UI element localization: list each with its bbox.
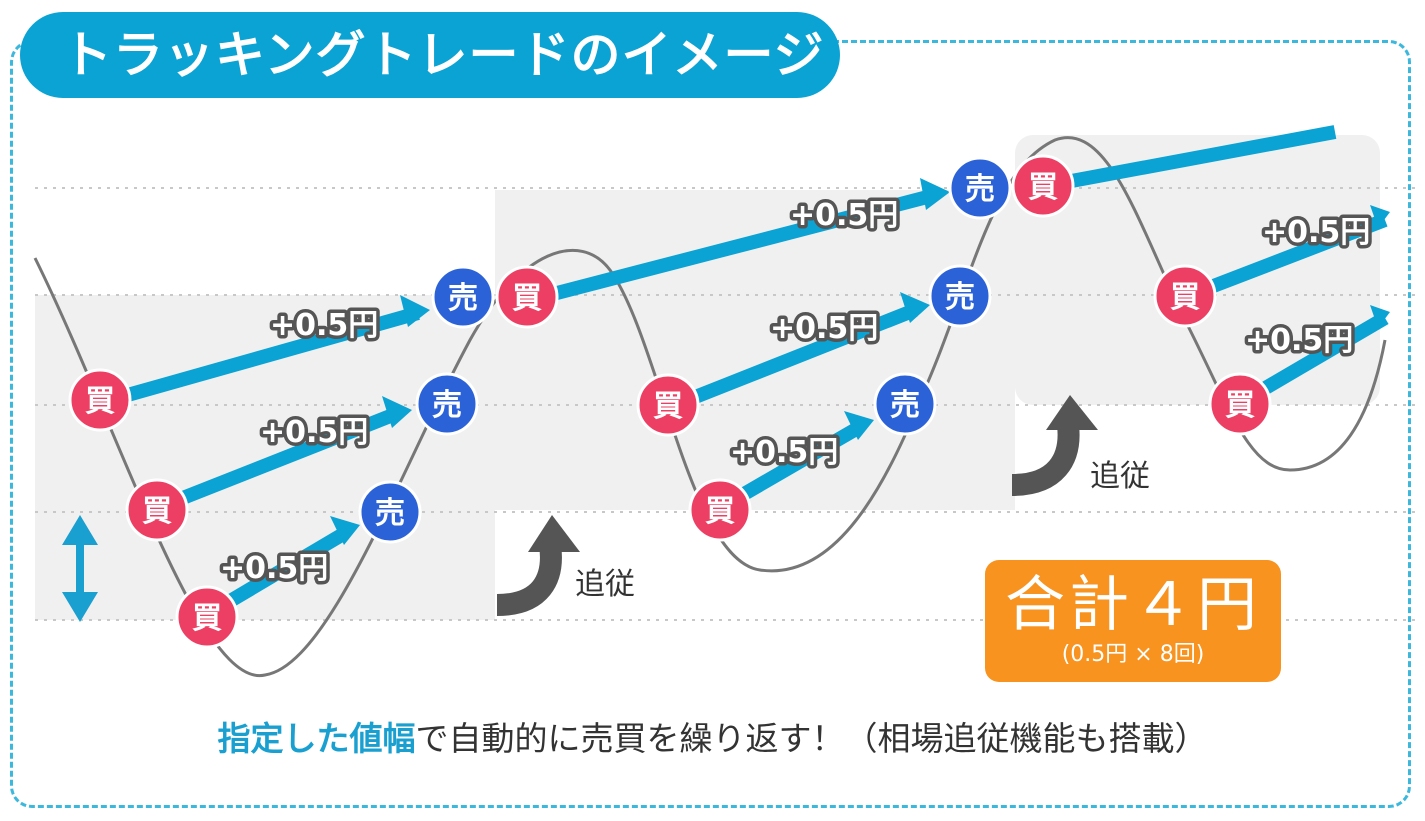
svg-text:買: 買 [705, 494, 735, 529]
arrowhead [1370, 205, 1390, 228]
arrowhead [844, 411, 874, 440]
svg-text:買: 買 [1225, 388, 1255, 423]
caption-rest: で自動的に売買を繰り返す！（相場追従機能も搭載） [415, 719, 1208, 758]
buy-marker: 買 [125, 478, 189, 542]
profit-label: +0.5円 [790, 198, 898, 233]
follow-label: 追従 [1090, 459, 1150, 494]
profit-arrow [211, 526, 349, 617]
profit-arrow [1048, 125, 1337, 192]
profit-label: +0.5円 [770, 311, 878, 346]
svg-text:売: 売 [432, 388, 462, 423]
sell-marker: 売 [948, 156, 1012, 220]
svg-text:売: 売 [965, 172, 995, 207]
profit-label: +0.5円 [730, 435, 838, 470]
profit-label: +0.5円 [260, 415, 368, 450]
profit-arrow [1241, 311, 1389, 407]
profit-label: +0.5円 [1245, 323, 1353, 358]
svg-text:売: 売 [375, 496, 405, 531]
profit-arrow [528, 188, 937, 307]
sell-marker: 売 [873, 372, 937, 436]
profit-arrow [721, 421, 862, 512]
buy-marker: 買 [688, 478, 752, 542]
title-banner: トラッキングトレードのイメージ [20, 12, 840, 98]
profit-label: +0.5円 [270, 308, 378, 343]
buy-markers: 買 買 買 買 買 買 買 買 買 [68, 154, 1272, 649]
svg-text:買: 買 [1170, 280, 1200, 315]
arrowhead [400, 295, 430, 327]
sell-marker: 売 [928, 264, 992, 328]
svg-text:買: 買 [142, 494, 172, 529]
double-arrow-icon [62, 515, 98, 622]
total-breakdown: (0.5円 × 8回) [1061, 642, 1205, 667]
profit-arrows [108, 125, 1389, 617]
buy-marker: 買 [175, 585, 239, 649]
svg-text:売: 売 [945, 280, 975, 315]
buy-marker: 買 [1011, 154, 1075, 218]
svg-text:売: 売 [448, 281, 478, 316]
arrowhead [382, 396, 412, 428]
caption-highlight-1: 指定した [217, 719, 350, 758]
arrowhead [920, 178, 950, 210]
profit-arrow [1187, 213, 1388, 302]
arrowhead [330, 516, 360, 545]
follow-arrow-icon [1011, 395, 1098, 496]
svg-text:買: 買 [512, 281, 542, 316]
sell-marker: 売 [431, 265, 495, 329]
sell-marker: 売 [415, 372, 479, 436]
price-line [33, 136, 1387, 677]
total-amount: 合計４円 [1005, 570, 1261, 640]
arrowhead [1370, 305, 1390, 328]
buy-marker: 買 [495, 265, 559, 329]
buy-marker: 買 [636, 373, 700, 437]
follow-arrow-icon [496, 515, 580, 616]
caption: 指定した値幅で自動的に売買を繰り返す！（相場追従機能も搭載） [0, 712, 1425, 760]
profit-arrow [672, 303, 918, 412]
profit-arrow [108, 306, 420, 407]
buy-marker: 買 [1153, 264, 1217, 328]
sell-marker: 売 [358, 480, 422, 544]
svg-text:買: 買 [653, 389, 683, 424]
svg-text:売: 売 [890, 388, 920, 423]
profit-arrow [162, 406, 401, 512]
follow-label: 追従 [575, 567, 635, 602]
profit-label: +0.5円 [220, 551, 328, 586]
buy-marker: 買 [1208, 372, 1272, 436]
total-badge: 合計４円 (0.5円 × 8回) [985, 560, 1281, 682]
svg-text:買: 買 [192, 601, 222, 636]
profit-labels: +0.5円 +0.5円 +0.5円 +0.5円 +0.5円 +0.5円 +0.5… [217, 195, 1374, 590]
svg-text:買: 買 [85, 384, 115, 419]
caption-highlight-2: 値幅 [349, 719, 416, 758]
sell-markers: 売 売 売 売 売 売 [358, 156, 1012, 544]
profit-label: +0.5円 [1262, 215, 1370, 250]
arrowhead [900, 292, 930, 323]
svg-text:買: 買 [1028, 170, 1058, 205]
profit-arrowheads [330, 178, 1390, 545]
buy-marker: 買 [68, 368, 132, 432]
